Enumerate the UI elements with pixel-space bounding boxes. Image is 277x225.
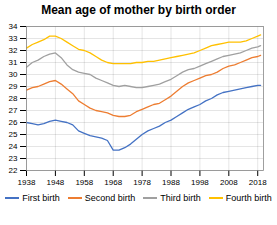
svg-text:34: 34 — [9, 22, 18, 31]
html-text:Fourth birth: Fourth birth — [225, 193, 272, 203]
html-text:First birth: First birth — [22, 193, 60, 203]
svg-text:27: 27 — [9, 106, 18, 115]
svg-text:32: 32 — [9, 46, 18, 55]
svg-text:2008: 2008 — [220, 178, 238, 187]
svg-text:33: 33 — [9, 34, 18, 43]
html-text:Mean age of mother by birth or: Mean age of mother by birth order — [41, 3, 236, 17]
svg-text:1968: 1968 — [104, 178, 122, 187]
svg-text:1958: 1958 — [75, 178, 93, 187]
svg-text:30: 30 — [9, 70, 18, 79]
svg-text:1998: 1998 — [191, 178, 209, 187]
html-text:Third birth: Third birth — [160, 193, 201, 203]
svg-text:1978: 1978 — [133, 178, 151, 187]
svg-text:22: 22 — [9, 166, 18, 175]
svg-text:28: 28 — [9, 94, 18, 103]
svg-text:26: 26 — [9, 118, 18, 127]
svg-text:1938: 1938 — [18, 178, 36, 187]
svg-text:2018: 2018 — [249, 178, 267, 187]
svg-text:29: 29 — [9, 82, 18, 91]
svg-text:23: 23 — [9, 154, 18, 163]
svg-text:24: 24 — [9, 142, 18, 151]
html-text:Second birth: Second birth — [84, 193, 136, 203]
svg-text:1988: 1988 — [162, 178, 180, 187]
svg-text:1948: 1948 — [47, 178, 65, 187]
svg-text:31: 31 — [9, 58, 18, 67]
svg-text:25: 25 — [9, 130, 18, 139]
